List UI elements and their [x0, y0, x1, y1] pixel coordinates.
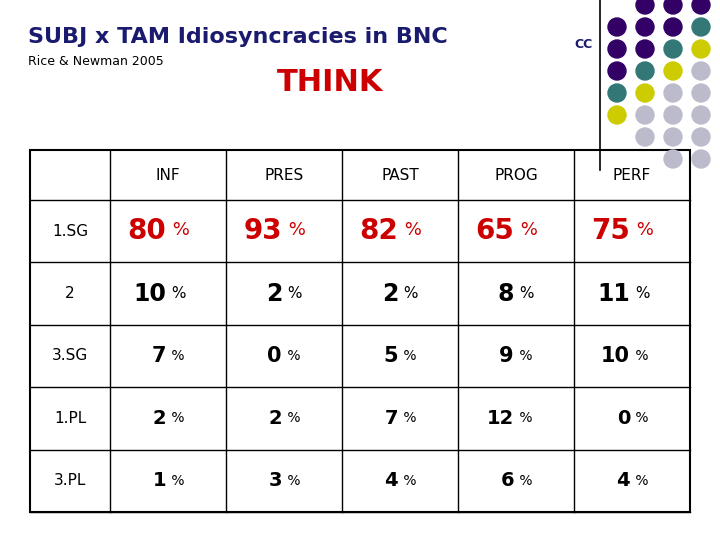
Text: 8: 8 [498, 281, 514, 306]
Text: %: % [167, 221, 190, 239]
Circle shape [664, 0, 682, 14]
Circle shape [636, 106, 654, 124]
Text: %: % [631, 349, 649, 363]
Text: 11: 11 [598, 281, 630, 306]
Text: CC: CC [574, 38, 593, 51]
Circle shape [692, 150, 710, 168]
Circle shape [664, 18, 682, 36]
Circle shape [692, 0, 710, 14]
Text: THINK: THINK [276, 68, 383, 97]
Text: %: % [167, 411, 184, 426]
Text: 2: 2 [269, 409, 282, 428]
Circle shape [608, 62, 626, 80]
Text: 75: 75 [591, 217, 630, 245]
Text: 3.SG: 3.SG [52, 348, 88, 363]
Text: SUBJ x TAM Idiosyncracies in BNC: SUBJ x TAM Idiosyncracies in BNC [28, 27, 448, 47]
Text: %: % [283, 286, 302, 301]
Text: %: % [167, 349, 184, 363]
Text: 0: 0 [616, 409, 630, 428]
Text: 2: 2 [266, 281, 282, 306]
Text: 93: 93 [243, 217, 282, 245]
Text: %: % [283, 221, 306, 239]
Text: %: % [515, 411, 533, 426]
Text: 6: 6 [500, 471, 514, 490]
Text: 3: 3 [269, 471, 282, 490]
Circle shape [608, 40, 626, 58]
Text: 4: 4 [384, 471, 398, 490]
Text: 7: 7 [384, 409, 398, 428]
Text: 2: 2 [153, 409, 166, 428]
Circle shape [636, 128, 654, 146]
Text: 4: 4 [616, 471, 630, 490]
Circle shape [664, 84, 682, 102]
Circle shape [692, 62, 710, 80]
Text: 0: 0 [268, 346, 282, 366]
Text: %: % [283, 474, 300, 488]
Text: 5: 5 [383, 346, 398, 366]
Circle shape [664, 128, 682, 146]
Bar [30, 150, 690, 512]
Circle shape [608, 106, 626, 124]
Circle shape [636, 0, 654, 14]
Text: PROG: PROG [494, 167, 538, 183]
Text: 2: 2 [66, 286, 75, 301]
Text: %: % [631, 221, 654, 239]
Text: 1.PL: 1.PL [54, 411, 86, 426]
Text: %: % [399, 221, 422, 239]
Text: 80: 80 [127, 217, 166, 245]
Text: %: % [515, 221, 538, 239]
Text: PERF: PERF [613, 167, 651, 183]
Circle shape [664, 40, 682, 58]
Text: %: % [631, 411, 649, 426]
Text: 2: 2 [382, 281, 398, 306]
Circle shape [692, 40, 710, 58]
Text: %: % [167, 474, 184, 488]
Text: 7: 7 [151, 346, 166, 366]
Text: %: % [283, 411, 300, 426]
Text: 1.SG: 1.SG [52, 224, 88, 239]
Text: 3.PL: 3.PL [54, 473, 86, 488]
Text: %: % [399, 349, 416, 363]
Circle shape [636, 40, 654, 58]
Text: 12: 12 [487, 409, 514, 428]
Circle shape [692, 84, 710, 102]
Text: %: % [283, 349, 300, 363]
Text: PRES: PRES [264, 167, 304, 183]
Text: 1: 1 [153, 471, 166, 490]
Text: 65: 65 [475, 217, 514, 245]
Text: 9: 9 [500, 346, 514, 366]
Text: 10: 10 [601, 346, 630, 366]
Circle shape [692, 106, 710, 124]
Text: %: % [631, 474, 649, 488]
Text: %: % [631, 286, 650, 301]
Text: %: % [515, 349, 533, 363]
Text: 82: 82 [359, 217, 398, 245]
Text: %: % [399, 286, 418, 301]
Circle shape [664, 150, 682, 168]
Circle shape [636, 18, 654, 36]
Text: %: % [399, 474, 416, 488]
Text: Rice & Newman 2005: Rice & Newman 2005 [28, 55, 163, 68]
Text: INF: INF [156, 167, 180, 183]
Circle shape [608, 18, 626, 36]
Circle shape [664, 62, 682, 80]
Circle shape [636, 62, 654, 80]
Circle shape [608, 84, 626, 102]
Text: PAST: PAST [381, 167, 419, 183]
Circle shape [664, 106, 682, 124]
Circle shape [692, 128, 710, 146]
Text: %: % [515, 474, 533, 488]
Text: %: % [515, 286, 534, 301]
Circle shape [692, 18, 710, 36]
Text: 10: 10 [133, 281, 166, 306]
Text: %: % [167, 286, 186, 301]
Circle shape [636, 84, 654, 102]
Text: %: % [399, 411, 416, 426]
